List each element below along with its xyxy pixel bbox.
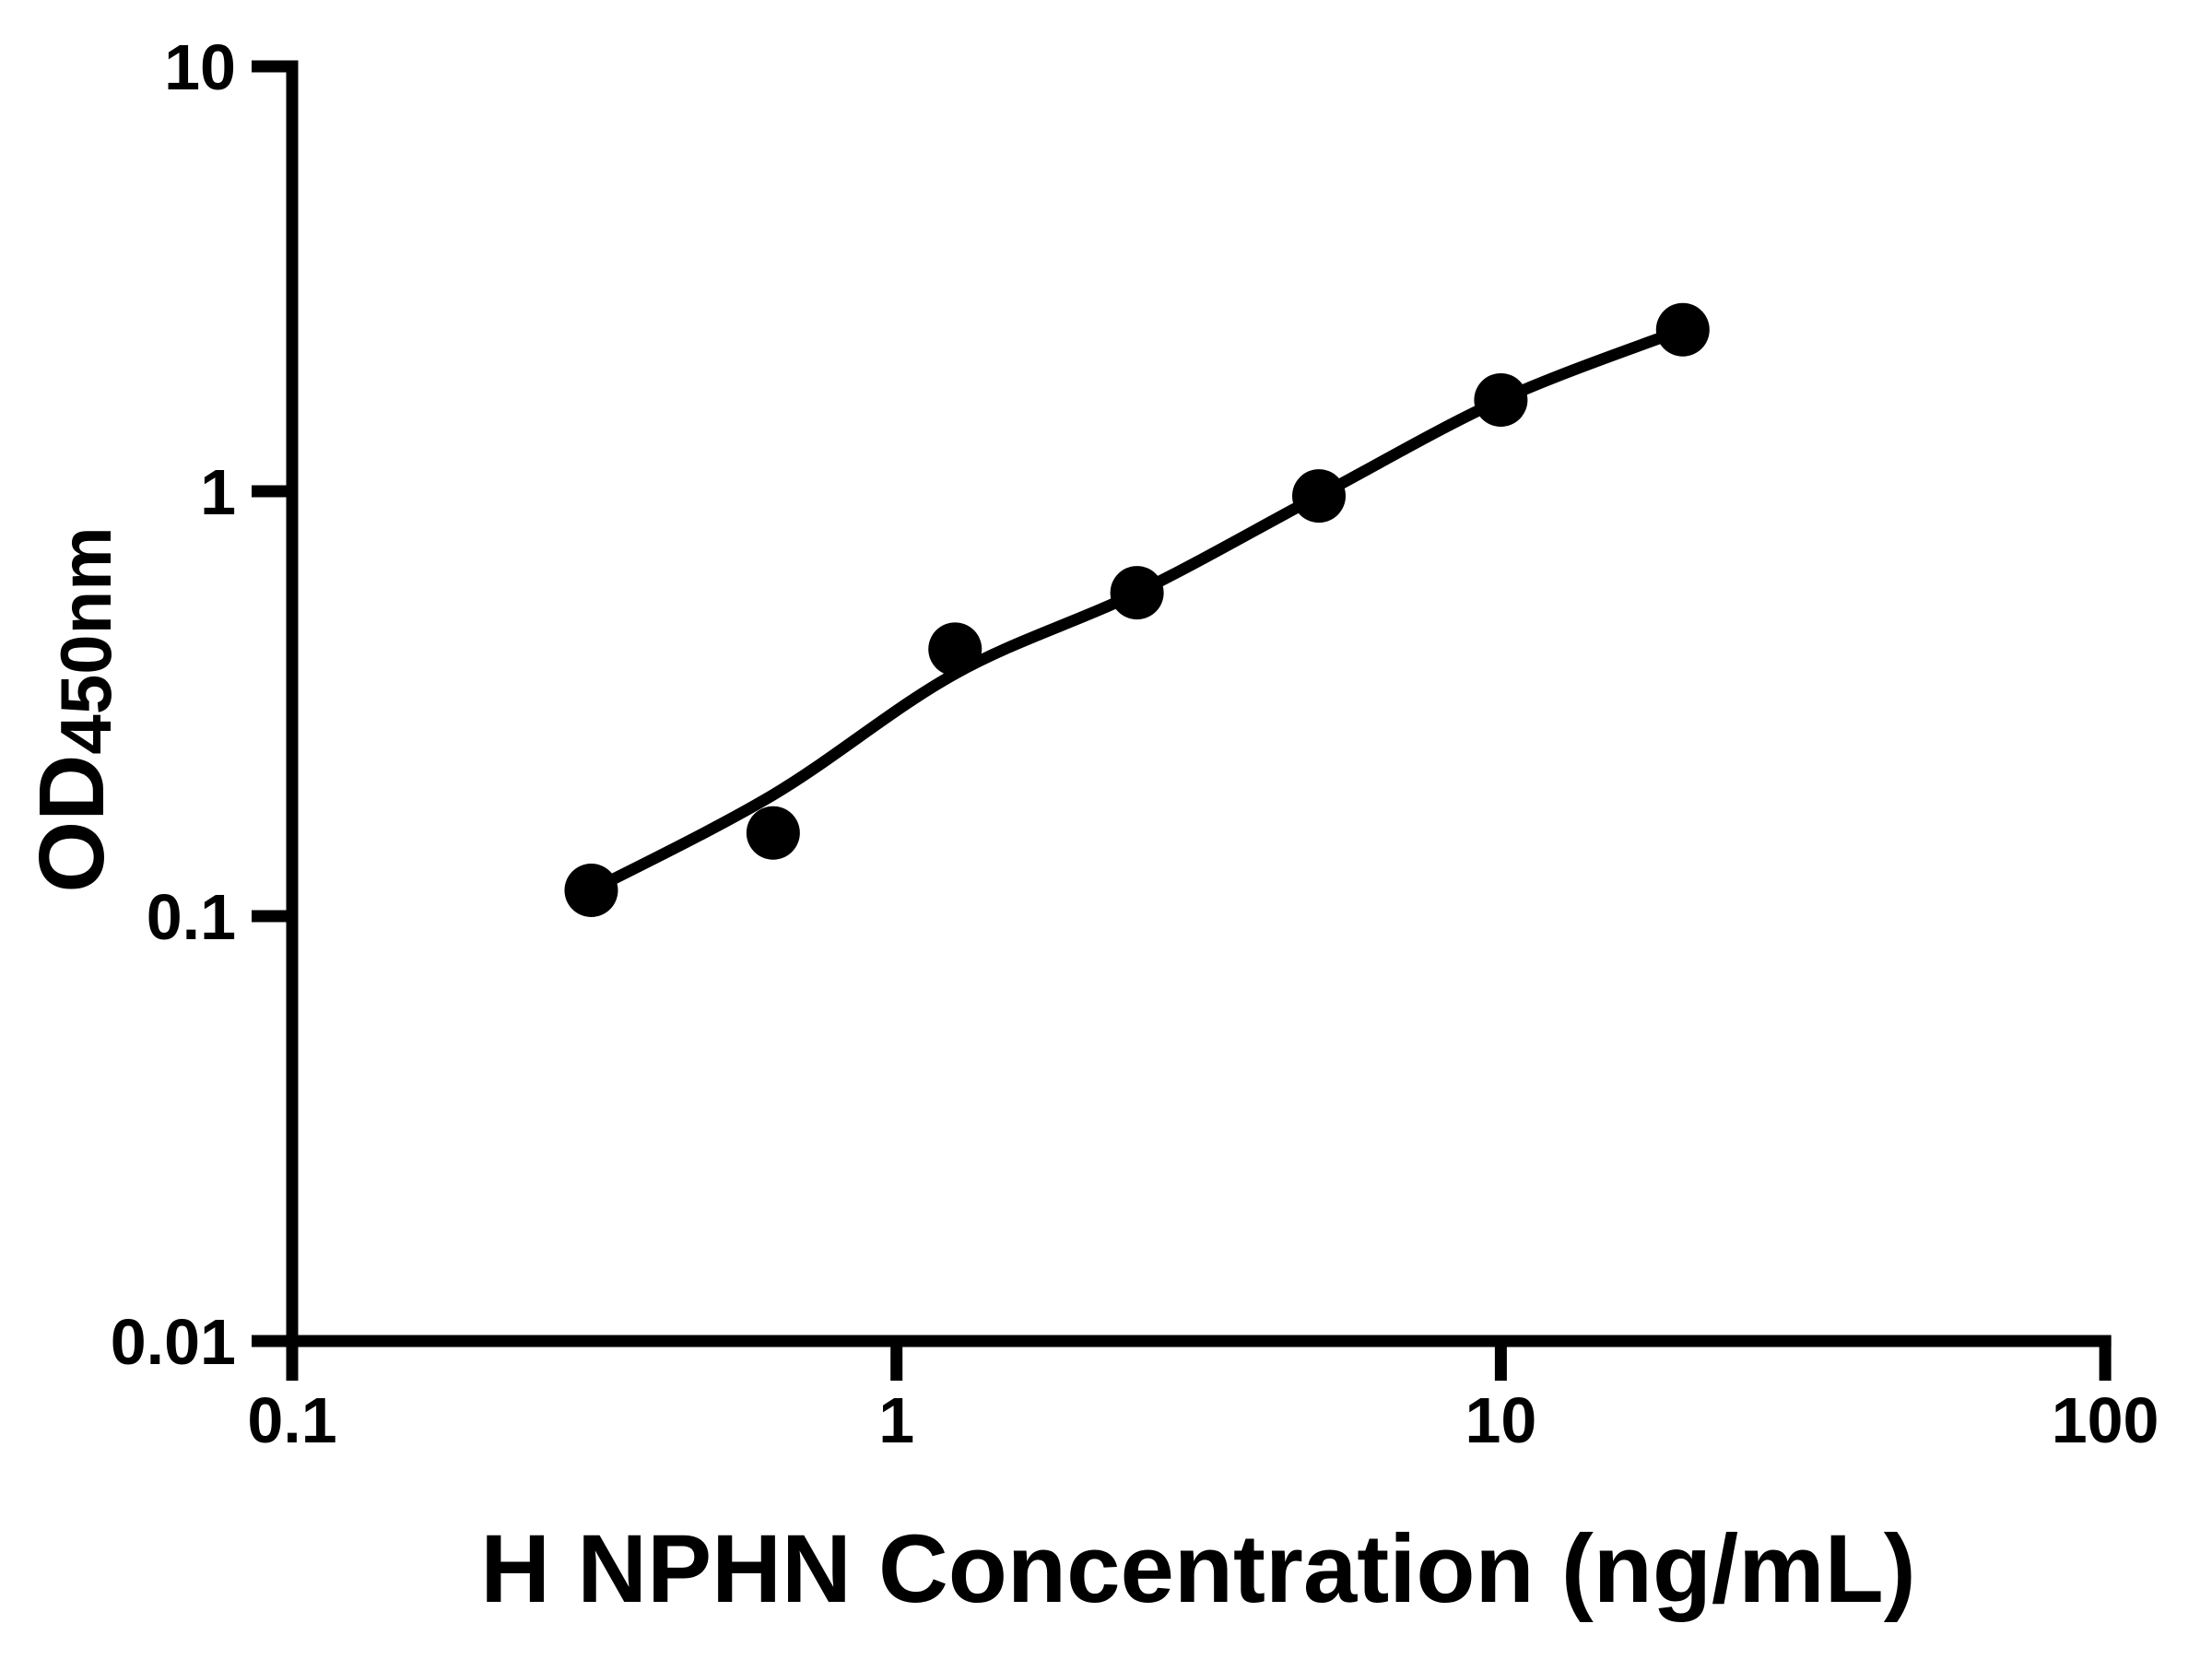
data-point [1655,302,1710,357]
y-tick-label: 10 [164,31,236,103]
data-point [928,622,982,677]
x-axis-title: H NPHN Concentration (ng/mL) [480,1515,1915,1623]
x-tick-label: 100 [2052,1384,2159,1456]
y-tick-label: 1 [200,456,236,528]
data-point [564,864,618,918]
data-point [1292,469,1347,524]
data-point [746,806,800,860]
x-tick-label: 10 [1465,1384,1536,1456]
y-tick-label: 0.1 [147,881,236,953]
plot-area [564,302,1710,918]
x-tick-label: 0.1 [247,1384,336,1456]
data-point [1110,566,1164,620]
y-axis-title-subscript: 450nm [45,526,126,754]
data-point [1474,372,1528,427]
y-axis-title: OD450nm [20,526,126,892]
x-tick-label: 1 [878,1384,914,1456]
y-axis-title-main: OD [20,755,124,893]
y-tick-label: 0.01 [111,1306,236,1378]
